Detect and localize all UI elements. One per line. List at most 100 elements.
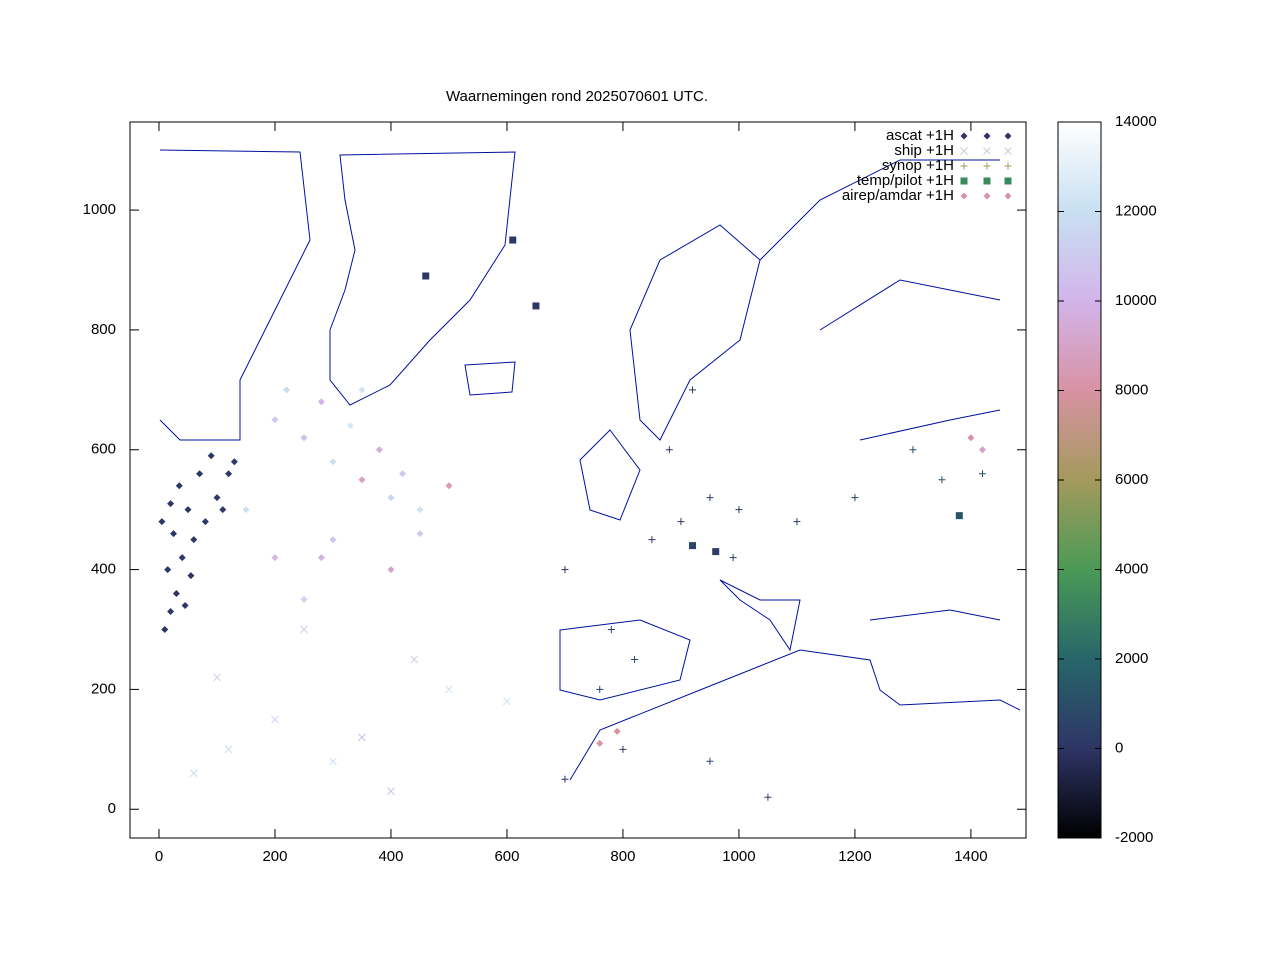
coastline bbox=[719, 579, 801, 652]
legend-marker bbox=[1004, 192, 1012, 200]
data-point bbox=[213, 494, 221, 502]
data-point bbox=[561, 775, 569, 783]
points bbox=[158, 236, 987, 801]
data-point bbox=[213, 673, 221, 682]
x-tick-label: 0 bbox=[155, 848, 163, 865]
legend-marker bbox=[1004, 162, 1012, 170]
data-point bbox=[677, 518, 685, 526]
data-point bbox=[169, 530, 177, 538]
data-point bbox=[938, 476, 946, 484]
data-point bbox=[445, 685, 453, 694]
data-point bbox=[665, 446, 673, 454]
x-tick-label: 600 bbox=[494, 848, 519, 865]
data-point bbox=[387, 494, 395, 502]
legend-marker bbox=[983, 147, 991, 155]
data-point bbox=[561, 566, 569, 574]
plot-border bbox=[129, 121, 1027, 839]
data-point bbox=[689, 542, 697, 550]
x-tick-label: 1200 bbox=[838, 848, 871, 865]
cb-tick-label: 14000 bbox=[1115, 113, 1157, 130]
data-point bbox=[735, 506, 743, 514]
data-point bbox=[445, 482, 453, 490]
legend-marker bbox=[1004, 177, 1012, 185]
cb-tick-label: 0 bbox=[1115, 739, 1123, 756]
x-tick-label: 1400 bbox=[954, 848, 987, 865]
data-point bbox=[300, 625, 308, 634]
data-point bbox=[175, 482, 183, 490]
data-point bbox=[706, 757, 714, 765]
data-point bbox=[271, 554, 279, 562]
coastline bbox=[579, 429, 641, 521]
colorbar bbox=[1057, 121, 1102, 839]
data-point bbox=[909, 446, 917, 454]
coastlines bbox=[159, 149, 1021, 781]
data-point bbox=[358, 386, 366, 394]
coastline bbox=[569, 649, 1021, 781]
cb-tick-label: 12000 bbox=[1115, 202, 1157, 219]
data-point bbox=[503, 697, 511, 706]
data-point bbox=[167, 500, 175, 508]
data-point bbox=[317, 398, 325, 406]
data-point bbox=[851, 494, 859, 502]
data-point bbox=[184, 506, 192, 514]
data-point bbox=[201, 518, 209, 526]
legend-label: synop +1H bbox=[882, 157, 954, 174]
cb-tick-label: -2000 bbox=[1115, 829, 1153, 846]
cb-tick-label: 10000 bbox=[1115, 292, 1157, 309]
data-point bbox=[648, 536, 656, 544]
data-point bbox=[509, 236, 517, 244]
coastline bbox=[759, 159, 1001, 621]
legend-label: airep/amdar +1H bbox=[842, 187, 954, 204]
data-point bbox=[613, 727, 621, 735]
legend-label: ascat +1H bbox=[886, 127, 954, 144]
legend-label: ship +1H bbox=[894, 142, 954, 159]
data-point bbox=[689, 386, 697, 394]
data-point bbox=[225, 470, 233, 478]
legend-marker bbox=[1004, 132, 1012, 140]
legend-marker bbox=[983, 177, 991, 185]
data-point bbox=[358, 733, 366, 742]
data-point bbox=[196, 470, 204, 478]
coastline bbox=[159, 149, 311, 441]
data-point bbox=[410, 655, 419, 664]
x-tick-label: 1000 bbox=[722, 848, 755, 865]
data-point bbox=[224, 745, 233, 754]
legend-marker bbox=[960, 132, 968, 140]
data-point bbox=[346, 422, 354, 430]
data-point bbox=[375, 446, 383, 454]
legend-label: temp/pilot +1H bbox=[857, 172, 954, 189]
data-point bbox=[329, 536, 337, 544]
y-tick-label: 200 bbox=[91, 680, 116, 697]
data-point bbox=[271, 715, 279, 724]
coastline bbox=[464, 361, 516, 396]
data-point bbox=[967, 434, 975, 442]
data-point bbox=[619, 745, 627, 753]
data-point bbox=[387, 566, 395, 574]
data-point bbox=[607, 625, 615, 633]
coastline bbox=[559, 619, 691, 701]
data-point bbox=[207, 452, 215, 460]
data-point bbox=[167, 608, 175, 616]
y-tick-label: 600 bbox=[91, 441, 116, 458]
data-point bbox=[329, 757, 337, 766]
cb-tick-label: 4000 bbox=[1115, 560, 1148, 577]
data-point bbox=[190, 536, 198, 544]
data-point bbox=[300, 596, 308, 604]
y-tick-label: 1000 bbox=[83, 201, 116, 218]
data-point bbox=[416, 506, 424, 514]
data-point bbox=[181, 602, 189, 610]
legend-marker bbox=[1004, 147, 1012, 155]
data-point bbox=[712, 548, 720, 556]
data-point bbox=[219, 506, 227, 514]
coastline bbox=[329, 151, 516, 406]
x-tick-label: 400 bbox=[378, 848, 403, 865]
legend-marker bbox=[960, 162, 968, 170]
data-point bbox=[729, 554, 737, 562]
data-point bbox=[161, 625, 169, 633]
x-tick-label: 200 bbox=[262, 848, 287, 865]
data-point bbox=[416, 530, 424, 538]
legend-marker bbox=[983, 192, 991, 200]
cb-tick-label: 8000 bbox=[1115, 381, 1148, 398]
